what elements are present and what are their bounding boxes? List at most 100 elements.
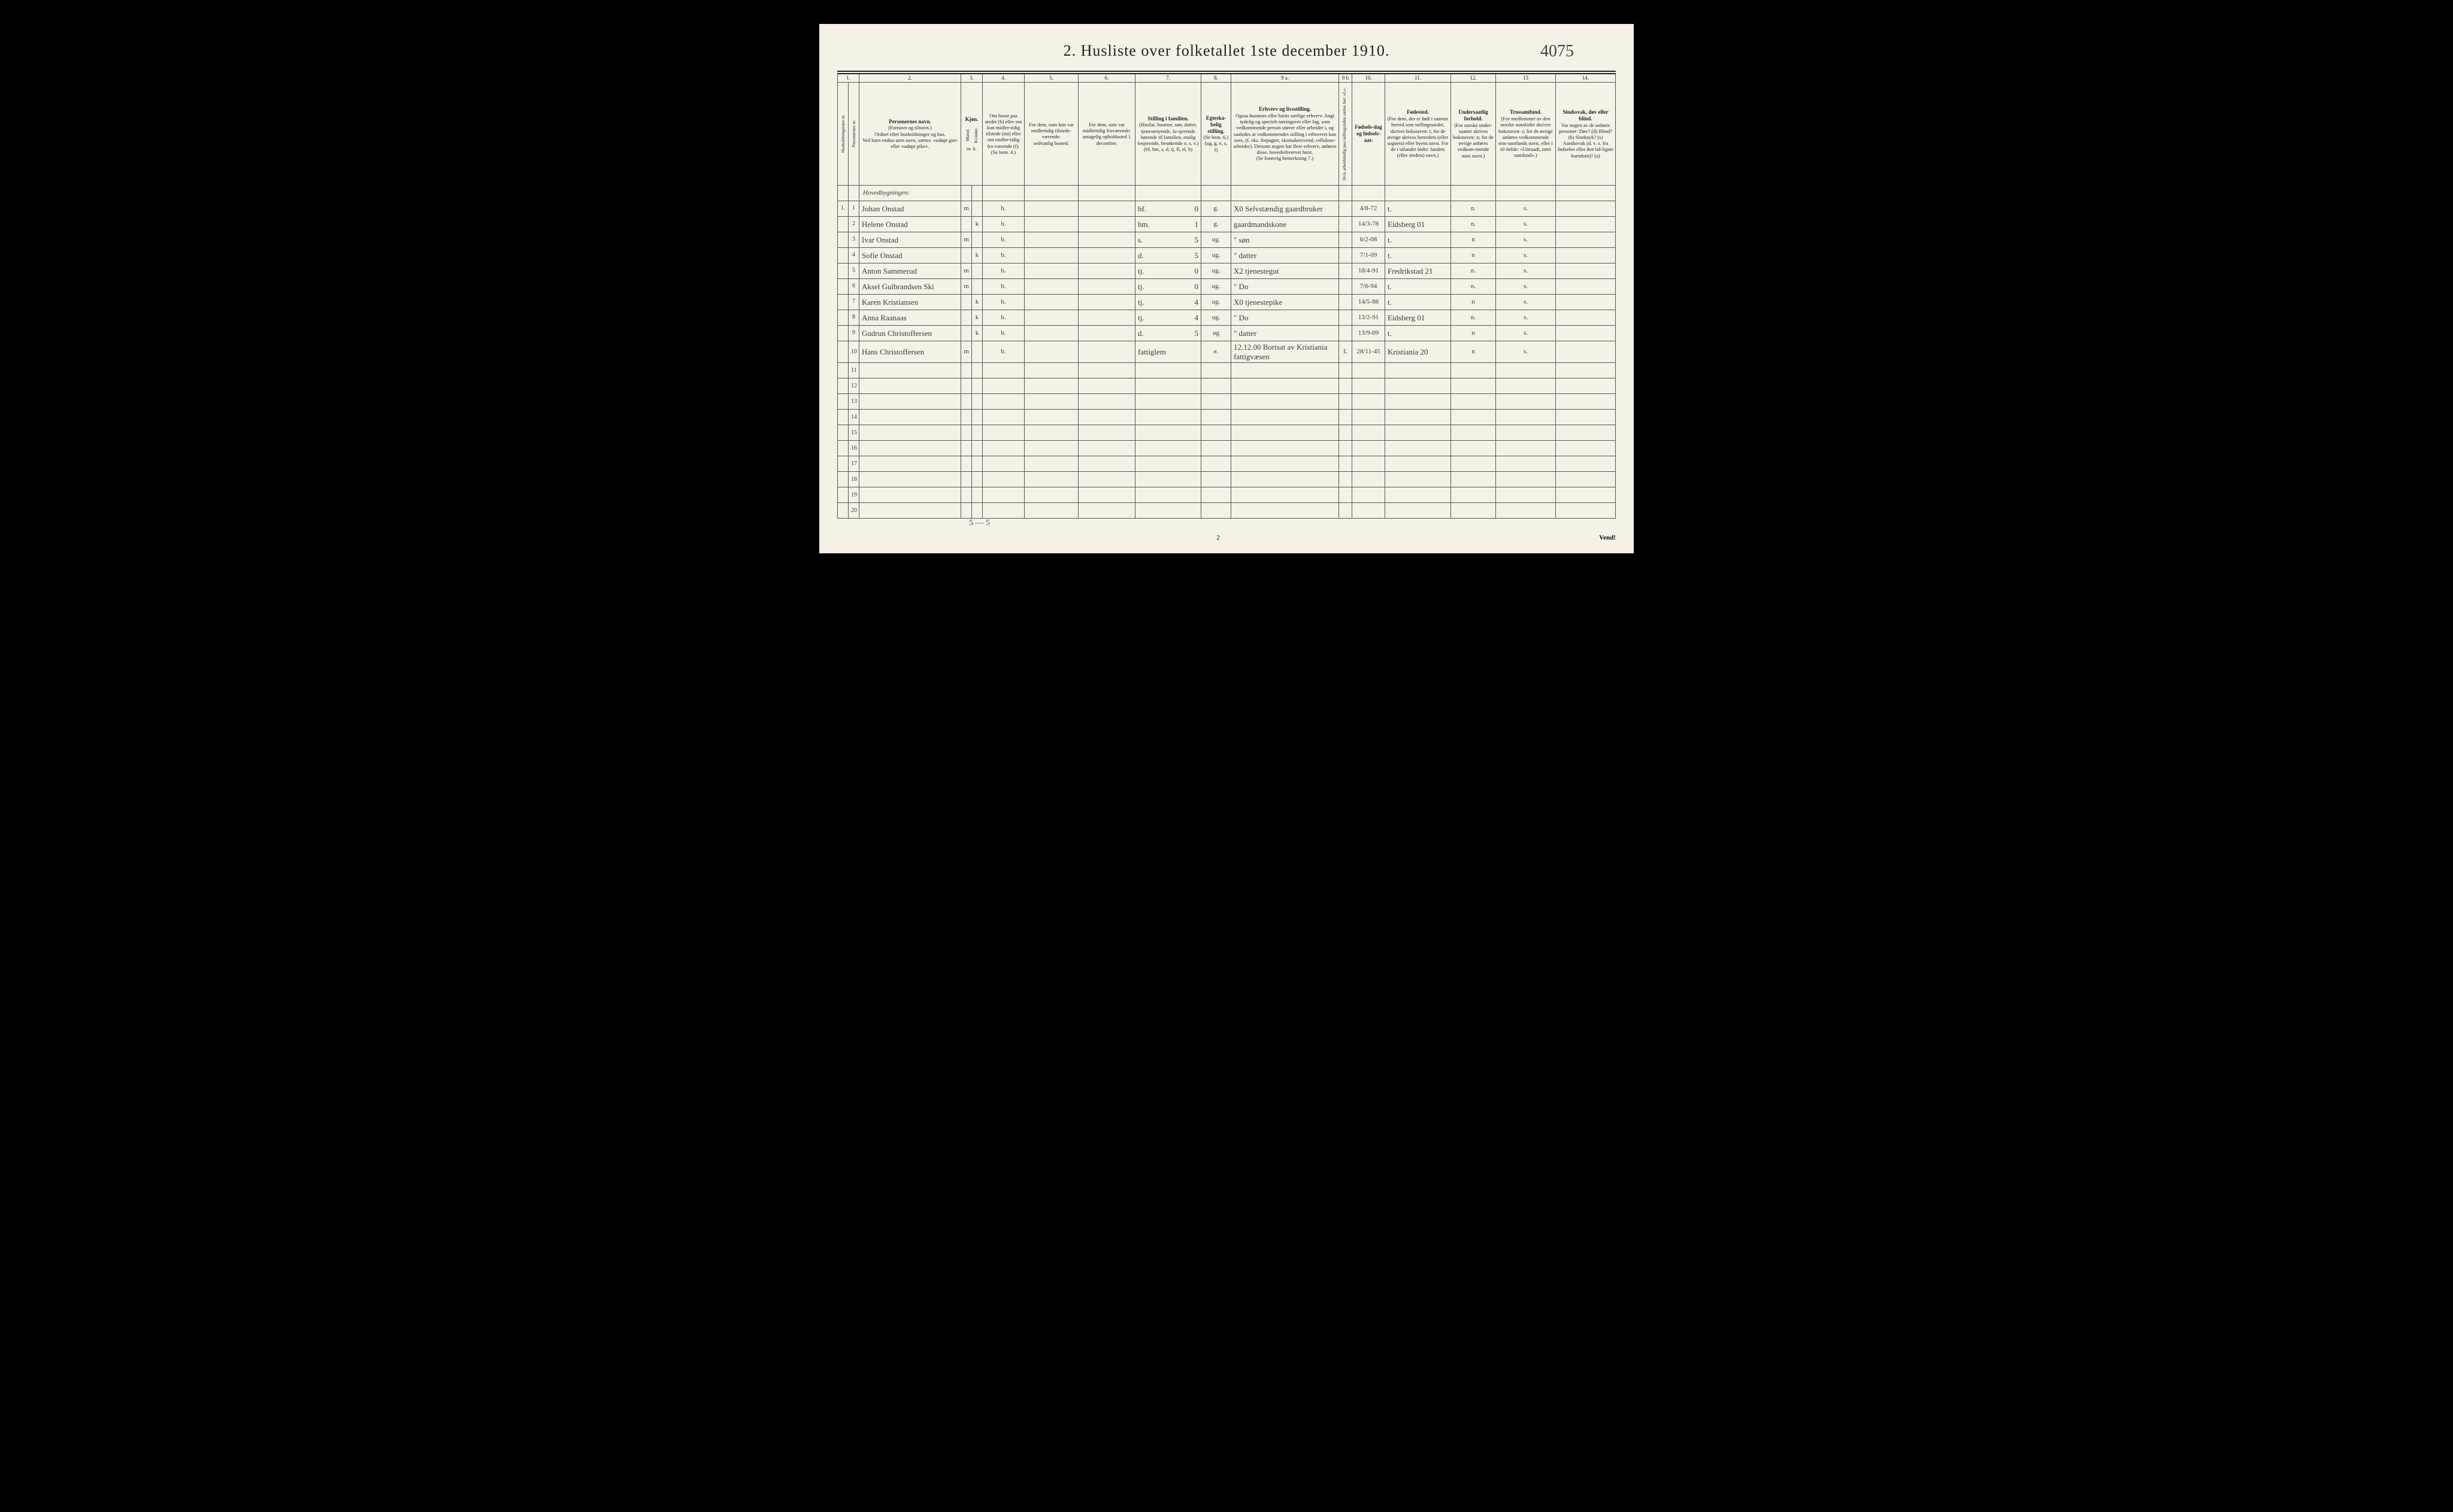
cell-mar: ug.	[1201, 247, 1231, 263]
cell-born: 13/2-91	[1352, 310, 1385, 325]
section-row: Hovedbygningen:	[838, 185, 1616, 201]
cell-9b	[1339, 325, 1352, 341]
header-row: Husholdningernes nr. Personernes nr. Per…	[838, 82, 1616, 185]
cell-mar: ug.	[1201, 278, 1231, 294]
cell-sex-k: k	[972, 247, 983, 263]
cell-hh	[838, 294, 849, 310]
cell-pn: 13	[849, 394, 859, 410]
hdr-text: (For medlemmer av den norske statskirke …	[1498, 116, 1553, 158]
cell-place: Fredrikstad 21	[1385, 263, 1451, 278]
cell-res: b.	[983, 278, 1025, 294]
handwritten-page-number: 4075	[1540, 42, 1574, 61]
cell-place: t.	[1385, 201, 1451, 216]
colnum: 8.	[1201, 74, 1231, 82]
cell-9b	[1339, 201, 1352, 216]
table-row-empty: 15	[838, 425, 1616, 441]
cell-9b: L	[1339, 341, 1352, 362]
cell-sex-k: k	[972, 294, 983, 310]
cell-res: b.	[983, 341, 1025, 362]
cell-sex-k	[972, 278, 983, 294]
cell-occ: " Do	[1231, 310, 1339, 325]
hdr-occupation: Erhverv og livsstilling. Ogsaa husmors e…	[1231, 82, 1339, 185]
cell-pn: 12	[849, 378, 859, 394]
cell-born: 18/4-91	[1352, 263, 1385, 278]
hdr-text: Hvis arbeidsledig paa tællingstiden sætt…	[1341, 85, 1347, 183]
cell-sex-m	[961, 325, 972, 341]
cell-place: Eidsberg 01	[1385, 310, 1451, 325]
hdr-text: Ordnet efter husholdninger og hus.	[861, 131, 959, 137]
cell-occ: " Do	[1231, 278, 1339, 294]
cell-c6	[1079, 325, 1135, 341]
cell-dis	[1556, 294, 1616, 310]
cell-hh	[838, 341, 849, 362]
cell-dis	[1556, 325, 1616, 341]
cell-sex-k	[972, 232, 983, 247]
hdr-text: (For norske under-saatter skrives boksta…	[1453, 122, 1494, 159]
cell-9b	[1339, 310, 1352, 325]
cell-occ: " søn	[1231, 232, 1339, 247]
cell-c5	[1025, 201, 1079, 216]
hdr-temp-present: For dem, som kun var midlertidig tilsted…	[1025, 82, 1079, 185]
table-row-empty: 14	[838, 410, 1616, 425]
cell-res: b.	[983, 232, 1025, 247]
cell-9b	[1339, 294, 1352, 310]
hdr-person-nr: Personernes nr.	[849, 82, 859, 185]
hdr-text: (Husfar, husmor, søn, datter, tjenestety…	[1137, 122, 1199, 146]
hdr-religion: Trossamfund. (For medlemmer av den norsk…	[1496, 82, 1556, 185]
hdr-text: Trossamfund.	[1498, 109, 1553, 116]
cell-occ: " datter	[1231, 247, 1339, 263]
cell-sex-m: m	[961, 263, 972, 278]
colnum: 9 a.	[1231, 74, 1339, 82]
cell-c5	[1025, 247, 1079, 263]
hdr-residence: Om bosat paa stedet (b) eller om kun mid…	[983, 82, 1025, 185]
cell-sex-m	[961, 216, 972, 232]
cell-name: Hans Christoffersen	[859, 341, 961, 362]
cell-res: b.	[983, 325, 1025, 341]
table-row-empty: 16	[838, 441, 1616, 456]
table-row-empty: 20	[838, 503, 1616, 519]
hdr-nationality: Undersaatlig forhold. (For norske under-…	[1451, 82, 1496, 185]
cell-pn: 14	[849, 410, 859, 425]
hdr-text: (Se forøvrig bemerkning 7.)	[1233, 155, 1337, 161]
cell-mar: g.	[1201, 201, 1231, 216]
cell-c5	[1025, 263, 1079, 278]
cell-sex-m: m	[961, 341, 972, 362]
cell-rel: s.	[1496, 216, 1556, 232]
cell-hh	[838, 263, 849, 278]
cell-nat: n	[1451, 247, 1496, 263]
cell-place: Kristiania 20	[1385, 341, 1451, 362]
cell-c6	[1079, 216, 1135, 232]
table-row: 3Ivar Onstadmb.s. 5ug." søn6/2-08t.ns.	[838, 232, 1616, 247]
cell-mar: ug.	[1201, 310, 1231, 325]
colnum: 3.	[961, 74, 983, 82]
hdr-text: (Se bem. 6.)	[1203, 134, 1229, 140]
cell-fam: d. 5	[1135, 247, 1201, 263]
cell-name: Karen Kristiansen	[859, 294, 961, 310]
cell-pn: 15	[849, 425, 859, 441]
cell-res: b.	[983, 263, 1025, 278]
cell-nat: n	[1451, 341, 1496, 362]
cell-name: Anna Raanaas	[859, 310, 961, 325]
hdr-birthdate: Fødsels-dag og fødsels-aar.	[1352, 82, 1385, 185]
colnum: 7.	[1135, 74, 1201, 82]
hdr-unemployed: Hvis arbeidsledig paa tællingstiden sætt…	[1339, 82, 1352, 185]
cell-pn: 8	[849, 310, 859, 325]
cell-pn: 2	[849, 216, 859, 232]
hdr-text: (For dem, der er født i samme herred som…	[1387, 116, 1449, 158]
cell-hh: 1.	[838, 201, 849, 216]
hdr-text: Husholdningernes nr.	[840, 112, 846, 155]
colnum: 6.	[1079, 74, 1135, 82]
table-row: 9Gudrun Christoffersenkb.d. 5ug" datter1…	[838, 325, 1616, 341]
cell-res: b.	[983, 216, 1025, 232]
cell-9b	[1339, 278, 1352, 294]
hdr-text: (ug, g, e, s, f)	[1203, 140, 1229, 152]
cell-hh	[838, 325, 849, 341]
cell-sex-k: k	[972, 216, 983, 232]
cell-rel: s.	[1496, 341, 1556, 362]
cell-sex-k	[972, 341, 983, 362]
table-row: 1.1Johan Onstadmb.hf. 0g.X0 Selvstændig …	[838, 201, 1616, 216]
cell-born: 4/8-72	[1352, 201, 1385, 216]
cell-born: 14/3-78	[1352, 216, 1385, 232]
cell-pn: 20	[849, 503, 859, 519]
hdr-text: Egteska-belig stilling.	[1203, 115, 1229, 134]
